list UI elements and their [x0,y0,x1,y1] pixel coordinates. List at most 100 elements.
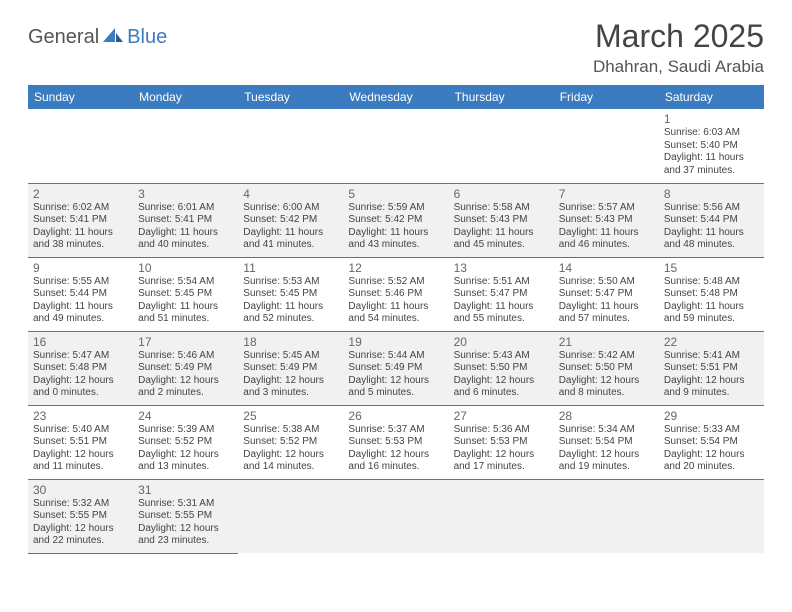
day-cell: 23Sunrise: 5:40 AMSunset: 5:51 PMDayligh… [28,405,133,479]
day-info: Sunrise: 5:46 AMSunset: 5:49 PMDaylight:… [138,350,233,400]
day-number: 1 [664,112,759,126]
day-info: Sunrise: 5:44 AMSunset: 5:49 PMDaylight:… [348,350,443,400]
sunset-text: Sunset: 5:46 PM [348,288,443,301]
sunrise-text: Sunrise: 5:32 AM [33,498,128,511]
calendar-week-row: 1Sunrise: 6:03 AMSunset: 5:40 PMDaylight… [28,109,764,183]
day-info: Sunrise: 5:42 AMSunset: 5:50 PMDaylight:… [559,350,654,400]
day-number: 6 [454,187,549,201]
day-header: Monday [133,85,238,109]
sunset-text: Sunset: 5:44 PM [664,214,759,227]
day-cell: 17Sunrise: 5:46 AMSunset: 5:49 PMDayligh… [133,331,238,405]
day-number: 18 [243,335,338,349]
sunset-text: Sunset: 5:51 PM [664,362,759,375]
sunset-text: Sunset: 5:52 PM [138,436,233,449]
day-info: Sunrise: 5:50 AMSunset: 5:47 PMDaylight:… [559,276,654,326]
day-number: 14 [559,261,654,275]
day-info: Sunrise: 5:56 AMSunset: 5:44 PMDaylight:… [664,202,759,252]
sunrise-text: Sunrise: 5:38 AM [243,424,338,437]
sunset-text: Sunset: 5:47 PM [454,288,549,301]
day-number: 9 [33,261,128,275]
sunset-text: Sunset: 5:50 PM [454,362,549,375]
day-number: 13 [454,261,549,275]
title-block: March 2025 Dhahran, Saudi Arabia [593,18,764,77]
sunset-text: Sunset: 5:49 PM [138,362,233,375]
day-info: Sunrise: 5:53 AMSunset: 5:45 PMDaylight:… [243,276,338,326]
sunrise-text: Sunrise: 5:33 AM [664,424,759,437]
empty-cell [238,109,343,183]
day-cell: 11Sunrise: 5:53 AMSunset: 5:45 PMDayligh… [238,257,343,331]
day-number: 26 [348,409,443,423]
day-number: 10 [138,261,233,275]
day-cell: 2Sunrise: 6:02 AMSunset: 5:41 PMDaylight… [28,183,133,257]
day-cell: 20Sunrise: 5:43 AMSunset: 5:50 PMDayligh… [449,331,554,405]
day-number: 12 [348,261,443,275]
day-header: Thursday [449,85,554,109]
day-info: Sunrise: 5:52 AMSunset: 5:46 PMDaylight:… [348,276,443,326]
daylight-text: Daylight: 12 hours and 8 minutes. [559,375,654,400]
sunrise-text: Sunrise: 5:53 AM [243,276,338,289]
daylight-text: Daylight: 11 hours and 46 minutes. [559,227,654,252]
daylight-text: Daylight: 12 hours and 2 minutes. [138,375,233,400]
sunrise-text: Sunrise: 5:48 AM [664,276,759,289]
sunset-text: Sunset: 5:45 PM [138,288,233,301]
day-cell: 22Sunrise: 5:41 AMSunset: 5:51 PMDayligh… [659,331,764,405]
day-cell: 13Sunrise: 5:51 AMSunset: 5:47 PMDayligh… [449,257,554,331]
empty-cell [554,109,659,183]
empty-cell [343,109,448,183]
day-info: Sunrise: 5:58 AMSunset: 5:43 PMDaylight:… [454,202,549,252]
day-number: 24 [138,409,233,423]
calendar-week-row: 16Sunrise: 5:47 AMSunset: 5:48 PMDayligh… [28,331,764,405]
sunset-text: Sunset: 5:49 PM [348,362,443,375]
empty-cell [554,479,659,553]
sunset-text: Sunset: 5:42 PM [243,214,338,227]
empty-cell [133,109,238,183]
day-number: 16 [33,335,128,349]
day-info: Sunrise: 5:34 AMSunset: 5:54 PMDaylight:… [559,424,654,474]
day-info: Sunrise: 5:43 AMSunset: 5:50 PMDaylight:… [454,350,549,400]
day-number: 31 [138,483,233,497]
calendar-week-row: 23Sunrise: 5:40 AMSunset: 5:51 PMDayligh… [28,405,764,479]
day-cell: 21Sunrise: 5:42 AMSunset: 5:50 PMDayligh… [554,331,659,405]
day-number: 25 [243,409,338,423]
sunset-text: Sunset: 5:53 PM [348,436,443,449]
day-info: Sunrise: 5:41 AMSunset: 5:51 PMDaylight:… [664,350,759,400]
day-info: Sunrise: 5:31 AMSunset: 5:55 PMDaylight:… [138,498,233,548]
day-info: Sunrise: 5:37 AMSunset: 5:53 PMDaylight:… [348,424,443,474]
sunrise-text: Sunrise: 5:39 AM [138,424,233,437]
day-number: 5 [348,187,443,201]
daylight-text: Daylight: 11 hours and 54 minutes. [348,301,443,326]
day-cell: 19Sunrise: 5:44 AMSunset: 5:49 PMDayligh… [343,331,448,405]
daylight-text: Daylight: 12 hours and 20 minutes. [664,449,759,474]
calendar-week-row: 30Sunrise: 5:32 AMSunset: 5:55 PMDayligh… [28,479,764,553]
day-header: Sunday [28,85,133,109]
sunrise-text: Sunrise: 5:59 AM [348,202,443,215]
sunrise-text: Sunrise: 5:42 AM [559,350,654,363]
daylight-text: Daylight: 11 hours and 59 minutes. [664,301,759,326]
day-header: Friday [554,85,659,109]
day-header: Tuesday [238,85,343,109]
daylight-text: Daylight: 11 hours and 37 minutes. [664,152,759,177]
day-cell: 28Sunrise: 5:34 AMSunset: 5:54 PMDayligh… [554,405,659,479]
sunrise-text: Sunrise: 5:36 AM [454,424,549,437]
sunset-text: Sunset: 5:42 PM [348,214,443,227]
daylight-text: Daylight: 12 hours and 19 minutes. [559,449,654,474]
empty-cell [28,109,133,183]
sunset-text: Sunset: 5:41 PM [138,214,233,227]
daylight-text: Daylight: 11 hours and 40 minutes. [138,227,233,252]
day-cell: 4Sunrise: 6:00 AMSunset: 5:42 PMDaylight… [238,183,343,257]
day-cell: 12Sunrise: 5:52 AMSunset: 5:46 PMDayligh… [343,257,448,331]
daylight-text: Daylight: 11 hours and 41 minutes. [243,227,338,252]
sunrise-text: Sunrise: 5:45 AM [243,350,338,363]
day-cell: 9Sunrise: 5:55 AMSunset: 5:44 PMDaylight… [28,257,133,331]
day-number: 27 [454,409,549,423]
calendar-week-row: 9Sunrise: 5:55 AMSunset: 5:44 PMDaylight… [28,257,764,331]
day-cell: 8Sunrise: 5:56 AMSunset: 5:44 PMDaylight… [659,183,764,257]
day-header: Saturday [659,85,764,109]
sunset-text: Sunset: 5:55 PM [138,510,233,523]
day-number: 20 [454,335,549,349]
daylight-text: Daylight: 11 hours and 43 minutes. [348,227,443,252]
logo-text-part2: Blue [127,26,167,49]
sunset-text: Sunset: 5:48 PM [33,362,128,375]
sunset-text: Sunset: 5:41 PM [33,214,128,227]
day-info: Sunrise: 5:40 AMSunset: 5:51 PMDaylight:… [33,424,128,474]
